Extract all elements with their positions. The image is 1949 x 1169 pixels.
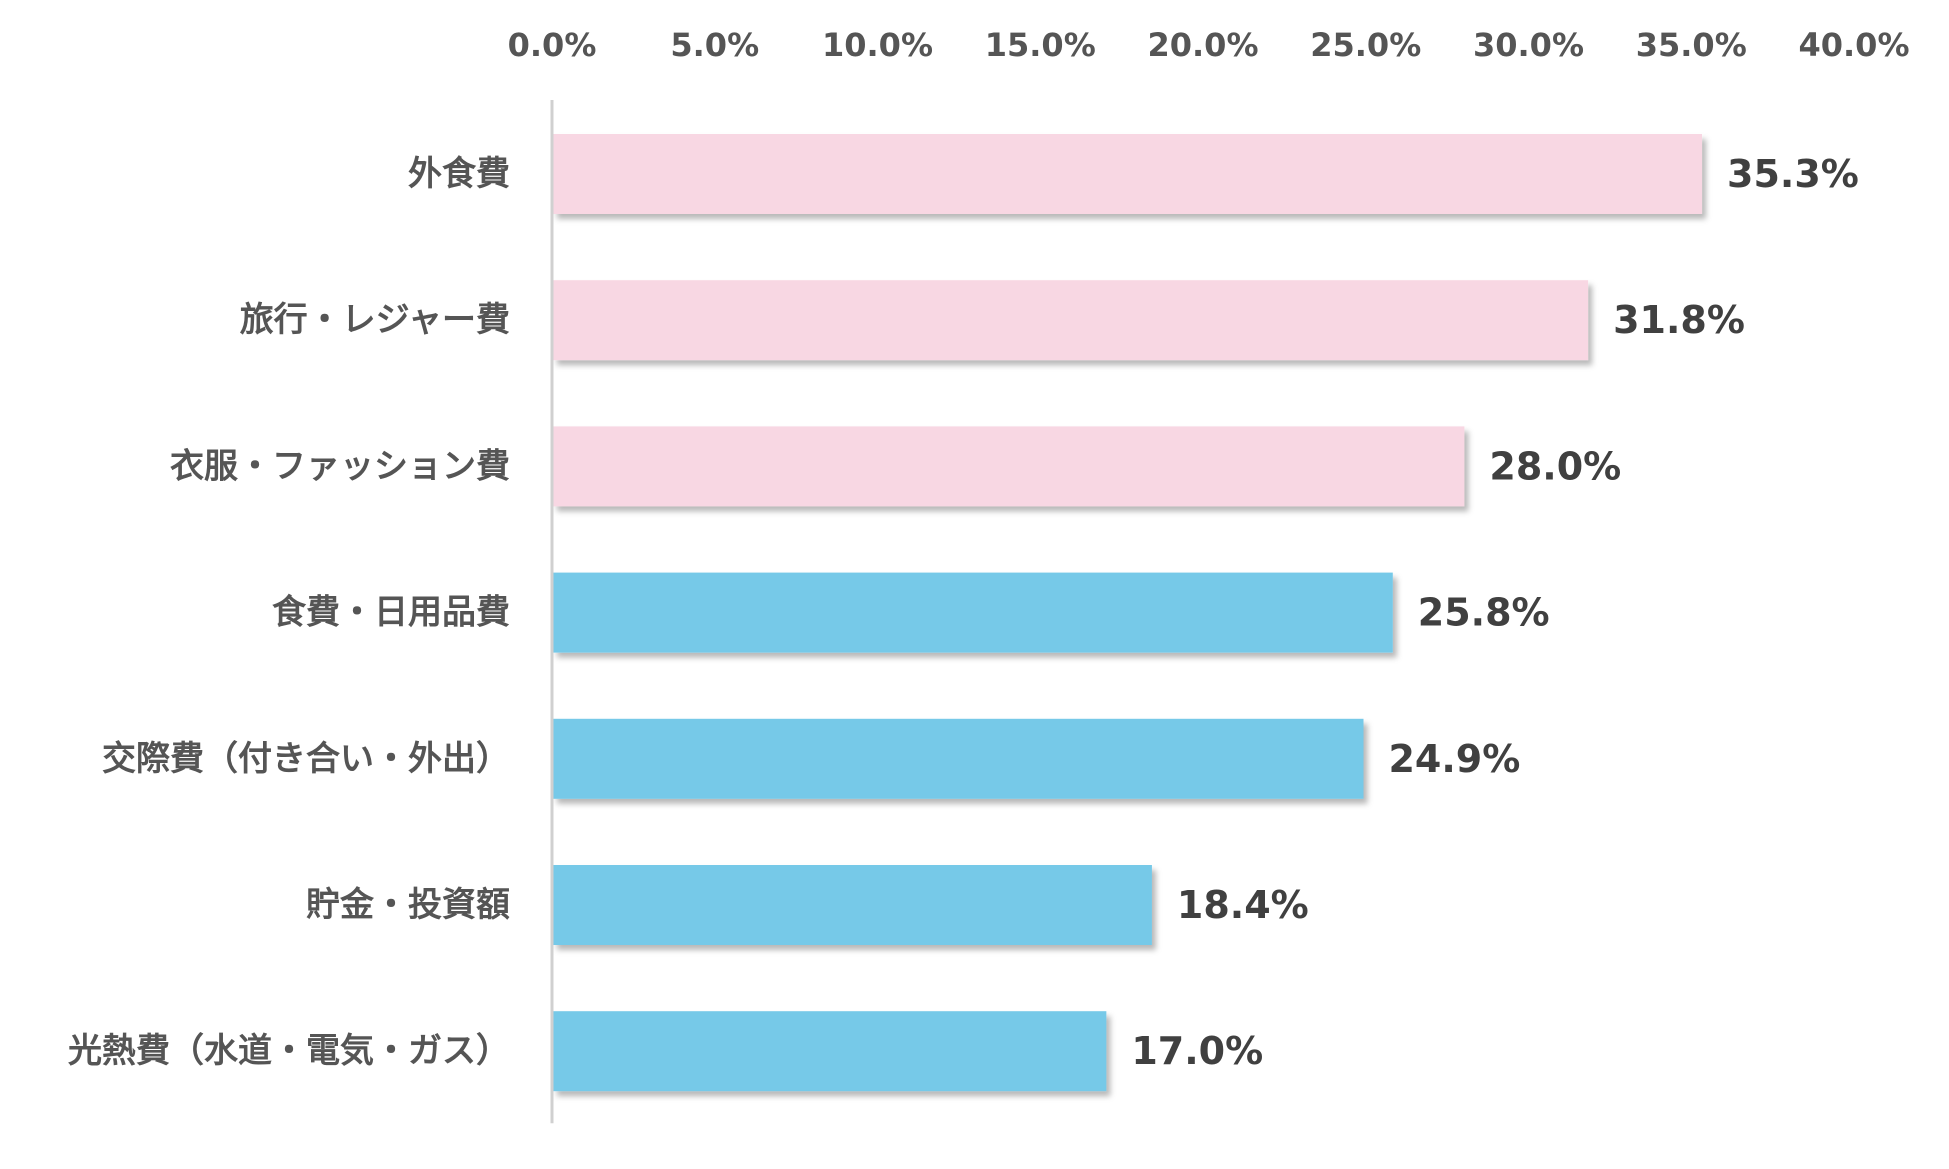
- data-label: 28.0%: [1489, 444, 1621, 488]
- bar: [553, 865, 1152, 945]
- data-label: 31.8%: [1613, 298, 1745, 342]
- x-tick-label: 25.0%: [1310, 26, 1421, 64]
- category-label: 貯金・投資額: [306, 885, 510, 925]
- category-label: 交際費（付き合い・外出）: [102, 739, 510, 779]
- x-tick-label: 5.0%: [670, 26, 759, 64]
- data-label: 17.0%: [1131, 1029, 1263, 1073]
- value-labels: 35.3% 31.8% 28.0% 25.8% 24.9% 18.4% 17.0%: [1131, 152, 1859, 1073]
- x-tick-label: 40.0%: [1798, 26, 1909, 64]
- x-tick-label: 15.0%: [985, 26, 1096, 64]
- category-label: 食費・日用品費: [272, 593, 510, 633]
- category-label: 衣服・ファッション費: [170, 446, 510, 486]
- category-label: 旅行・レジャー費: [240, 300, 510, 340]
- x-axis-ticks: 0.0% 5.0% 10.0% 15.0% 20.0% 25.0% 30.0% 35.0% 40…: [508, 26, 1910, 64]
- x-tick-label: 0.0%: [508, 26, 597, 64]
- category-label: 外食費: [408, 154, 510, 194]
- bars: [553, 134, 1703, 1092]
- bar: [553, 572, 1393, 653]
- data-label: 25.8%: [1418, 591, 1550, 635]
- x-tick-label: 30.0%: [1473, 26, 1584, 64]
- bar: [553, 718, 1364, 799]
- category-label: 光熱費（水道・電気・ガス）: [68, 1031, 510, 1071]
- bar: [553, 134, 1703, 214]
- x-tick-label: 35.0%: [1636, 26, 1747, 64]
- bar: [553, 1011, 1107, 1092]
- data-label: 24.9%: [1388, 737, 1520, 781]
- bar: [553, 280, 1589, 361]
- data-label: 18.4%: [1177, 883, 1309, 927]
- bar: [553, 426, 1465, 507]
- x-tick-label: 20.0%: [1147, 26, 1258, 64]
- x-tick-label: 10.0%: [822, 26, 933, 64]
- category-labels: 外食費旅行・レジャー費衣服・ファッション費食費・日用品費交際費（付き合い・外出）…: [68, 154, 510, 1071]
- data-label: 35.3%: [1727, 152, 1859, 196]
